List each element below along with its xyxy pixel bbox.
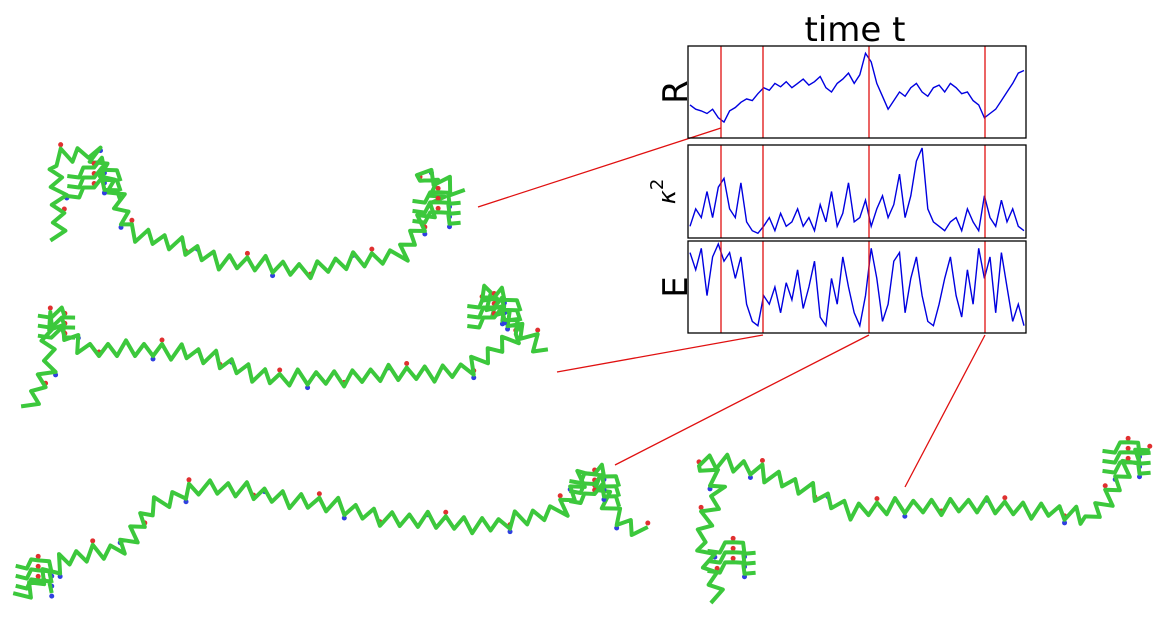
atom	[436, 186, 441, 191]
atom	[129, 218, 134, 223]
panel-label: R	[656, 80, 696, 104]
atom	[731, 556, 736, 561]
figure: time t Rκ2 E	[0, 0, 1160, 619]
panels: Rκ2 E	[647, 46, 1026, 333]
atom	[49, 594, 54, 599]
panel-label: κ2	[647, 179, 681, 205]
atom	[760, 458, 765, 463]
atom	[436, 196, 441, 201]
bond-chain	[38, 308, 75, 318]
atom	[48, 306, 53, 311]
bond-chain	[13, 471, 648, 598]
atom	[317, 491, 322, 496]
atom	[535, 328, 540, 333]
panel-label-text: E	[656, 276, 696, 297]
atom	[1126, 456, 1131, 461]
atom	[645, 521, 650, 526]
trace	[690, 244, 1024, 326]
atom	[1126, 436, 1131, 441]
atom	[36, 574, 41, 579]
atom	[731, 546, 736, 551]
atom	[558, 493, 563, 498]
bond-chain	[21, 286, 548, 407]
bond-chain	[50, 148, 465, 279]
bond-chain	[16, 579, 52, 593]
connector	[905, 335, 985, 487]
atom	[874, 496, 879, 501]
atom	[90, 538, 95, 543]
panel-frame	[688, 46, 1026, 138]
atom	[369, 247, 374, 252]
title: time t	[805, 10, 906, 50]
atom	[731, 536, 736, 541]
atom	[160, 338, 165, 343]
atom	[1002, 495, 1007, 500]
superscript: 2	[647, 179, 668, 190]
atom	[277, 368, 282, 373]
atom	[404, 361, 409, 366]
panel-label-text: κ2	[647, 179, 681, 205]
atom	[186, 477, 191, 482]
atom	[58, 142, 63, 147]
trace	[690, 148, 1024, 233]
atom	[436, 206, 441, 211]
connector	[478, 128, 721, 207]
panel-frame	[688, 145, 1026, 238]
atom	[36, 554, 41, 559]
atom	[443, 510, 448, 515]
atom	[245, 251, 250, 256]
panel-label: E	[656, 276, 696, 297]
bond-chain	[697, 450, 1150, 603]
panel-label-text: R	[656, 80, 696, 104]
atom	[36, 564, 41, 569]
atom	[1126, 446, 1131, 451]
connector	[557, 335, 763, 372]
atom	[1147, 444, 1152, 449]
connectors	[478, 128, 985, 487]
atom	[1103, 483, 1108, 488]
trace	[690, 53, 1024, 122]
